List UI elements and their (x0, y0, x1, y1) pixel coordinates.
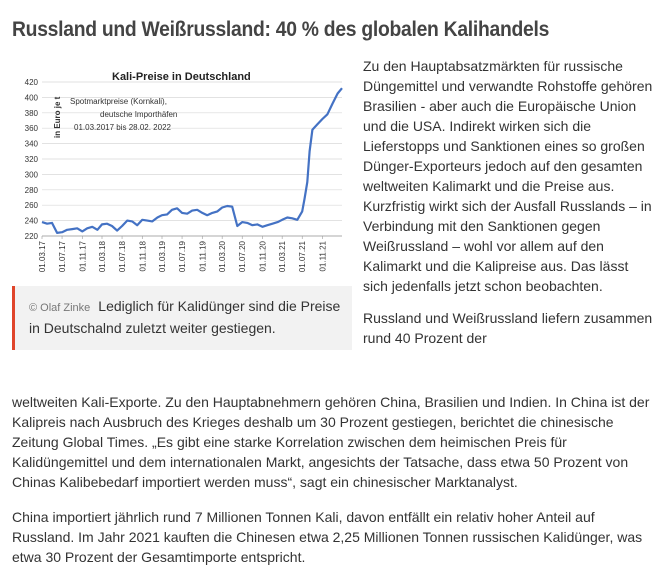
x-tick-label: 01.03.18 (98, 240, 107, 272)
x-tick-label: 01.11.20 (258, 240, 267, 271)
paragraph-2-start: Russland und Weißrussland liefern zusamm… (363, 310, 653, 346)
chart-figure: 220 240 260 280 300 320 340 360 380 400 420 01.03.1… (12, 58, 352, 350)
x-tick-label: 01.07.20 (238, 240, 247, 272)
x-tick-label: 01.07.18 (118, 240, 127, 272)
paragraph-2-continued: weltweiten Kali-Exporte. Zu den Hauptabn… (12, 394, 650, 490)
caption-text: Lediglich für Kalidünger sind die Preise… (29, 298, 341, 336)
article-headline: Russland und Weißrussland: 40 % des glob… (12, 18, 550, 41)
paragraph-3: China importiert jährlich rund 7 Million… (12, 509, 643, 565)
y-tick-label: 280 (25, 186, 39, 195)
y-tick-label: 380 (25, 109, 39, 118)
chart-container: 220 240 260 280 300 320 340 360 380 400 420 01.03.1… (12, 58, 352, 286)
x-tick-label: 01.03.19 (158, 240, 167, 272)
x-tick-label: 01.03.20 (218, 240, 227, 272)
y-tick-label: 260 (25, 201, 39, 210)
y-axis-label: in Euro je t (53, 96, 62, 138)
chart-note-line: Spotmarktpreise (Kornkali), (70, 97, 167, 106)
chart-note-line: deutsche Importhäfen (100, 110, 177, 119)
price-series-line (41, 87, 343, 234)
y-tick-label: 420 (25, 78, 39, 87)
x-tick-label: 01.11.21 (318, 240, 327, 271)
price-line-chart: 220 240 260 280 300 320 340 360 380 400 420 01.03.1… (25, 71, 343, 272)
y-tick-label: 320 (25, 155, 39, 164)
y-tick-label: 240 (25, 217, 39, 226)
chart-title: Kali-Preise in Deutschland (112, 71, 251, 83)
x-tick-label: 01.03.21 (278, 240, 287, 272)
y-tick-label: 340 (25, 140, 39, 149)
photo-credit: © Olaf Zinke (29, 302, 91, 314)
chart-note-line: 01.03.2017 bis 28.02. 2022 (74, 123, 172, 132)
x-tick-label: 01.11.19 (198, 240, 207, 271)
y-tick-label: 400 (25, 93, 39, 102)
y-tick-label: 220 (25, 232, 39, 241)
figure-caption: © Olaf Zinke Lediglich für Kalidünger sin… (12, 286, 352, 350)
x-tick-label: 01.07.21 (298, 240, 307, 272)
paragraph-1: Zu den Hauptabsatzmärkten für russische … (363, 58, 653, 294)
y-tick-label: 300 (25, 170, 39, 179)
x-tick-label: 01.07.17 (58, 240, 67, 272)
y-tick-label: 360 (25, 124, 39, 133)
x-tick-label: 01.07.19 (178, 240, 187, 272)
x-tick-label: 01.11.17 (78, 240, 87, 271)
article-text-column: Zu den Hauptabsatzmärkten für russische … (363, 56, 653, 360)
x-tick-label: 01.11.18 (138, 240, 147, 271)
x-tick-label: 01.03.17 (38, 240, 47, 272)
